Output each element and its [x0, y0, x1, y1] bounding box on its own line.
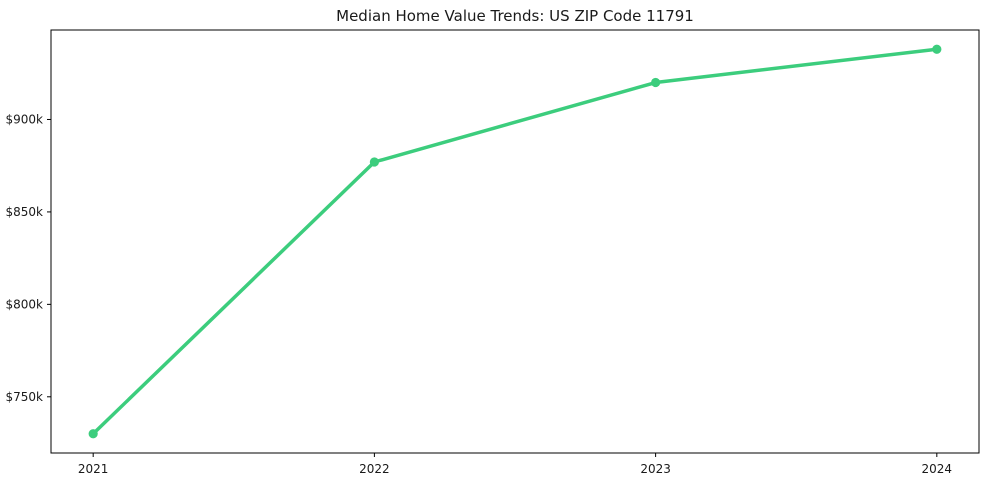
data-point-marker [369, 157, 379, 167]
x-tick-label: 2023 [640, 462, 671, 476]
y-tick-label: $750k [6, 390, 44, 404]
plot-border [50, 29, 980, 454]
y-tick-label: $900k [6, 112, 44, 126]
chart-title: Median Home Value Trends: US ZIP Code 11… [336, 7, 694, 25]
trend-line [91, 47, 939, 436]
x-tick-label: 2021 [78, 462, 109, 476]
x-tick-label: 2024 [922, 462, 953, 476]
y-tick-label: $850k [6, 205, 44, 219]
x-tick-label: 2022 [359, 462, 390, 476]
data-point-marker [651, 77, 661, 88]
y-tick-label: $800k [6, 297, 44, 311]
data-point-marker [88, 429, 98, 439]
data-point-marker [932, 44, 942, 54]
